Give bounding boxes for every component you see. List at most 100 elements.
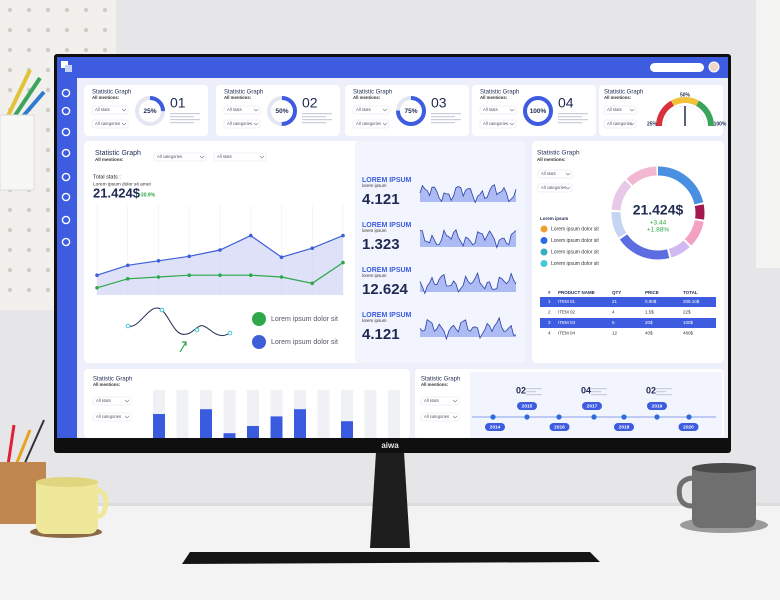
dropdown-label: All stats: [607, 107, 622, 112]
panel-subtitle: All mentions:: [93, 382, 121, 387]
sidebar-icon[interactable]: [61, 192, 71, 202]
sidebar-icon[interactable]: [61, 215, 71, 225]
donut-segment: [611, 166, 705, 260]
dropdown[interactable]: [479, 119, 517, 129]
stat-label: LOREM IPSUM: [362, 267, 412, 274]
table-row: [540, 318, 716, 328]
dropdown[interactable]: [223, 105, 261, 115]
bar: [247, 426, 259, 438]
card-subtitle: All mentions:: [92, 95, 120, 100]
dropdown[interactable]: [213, 152, 267, 162]
dropdown[interactable]: [603, 119, 637, 129]
legend-label: Lorem ipsum dolor sit: [551, 238, 599, 244]
card-subtitle: All mentions:: [353, 95, 381, 100]
table-cell: 4: [548, 331, 551, 336]
line-point: [156, 259, 161, 263]
sidebar-icon[interactable]: [61, 127, 71, 137]
hole: [45, 287, 51, 293]
sidebar-icon[interactable]: [61, 148, 71, 158]
donut-segment: [611, 166, 705, 260]
progress-arc: [267, 96, 297, 126]
dropdown[interactable]: [420, 396, 460, 406]
total-note: Lorem ipsum dolor sit amet: [93, 181, 152, 187]
hole: [45, 127, 51, 133]
dropdown[interactable]: [91, 105, 129, 115]
year-pill: [582, 402, 602, 410]
dropdown[interactable]: [92, 396, 132, 406]
bar: [223, 433, 236, 438]
hole: [45, 227, 51, 233]
hole: [7, 227, 13, 233]
dropdown-label: All categories: [424, 414, 449, 419]
legend-dot: [540, 225, 548, 233]
app-logo: [65, 65, 72, 72]
pencil-cup: [0, 69, 46, 191]
sparkline-area: [420, 184, 516, 203]
legend-dot: [252, 335, 266, 349]
stat-note: lorem ipsum: [362, 183, 387, 188]
hole: [83, 27, 89, 33]
dropdown[interactable]: [420, 412, 460, 422]
text-placeholder: [591, 394, 607, 396]
table-header: QTY: [612, 290, 621, 295]
table-header: PRICE: [645, 290, 659, 295]
card-title: Statistic Graph: [480, 90, 519, 96]
table-cell: ITEM 03: [558, 320, 576, 325]
dropdown[interactable]: [223, 119, 261, 129]
sparkline-area: [420, 317, 516, 339]
panel-subtitle: All mentions:: [95, 157, 124, 162]
sidebar-icon[interactable]: [61, 172, 71, 182]
dropdown-label: All stats: [227, 107, 242, 112]
dropdown-label: All stats: [541, 171, 556, 176]
dropdown[interactable]: [603, 105, 637, 115]
sidebar-icon[interactable]: [61, 88, 71, 98]
dropdown[interactable]: [352, 105, 390, 115]
card-title: Statistic Graph: [604, 90, 643, 96]
dropdown[interactable]: [479, 105, 517, 115]
dropdown-label: All stats: [96, 398, 111, 403]
hole: [26, 207, 32, 213]
dropdown[interactable]: [153, 152, 207, 162]
search-box[interactable]: [650, 63, 704, 72]
hole: [26, 267, 32, 273]
hole: [83, 47, 89, 53]
total-label: Total stats :: [93, 174, 121, 180]
line-point: [310, 281, 315, 286]
progress-arc: [523, 96, 553, 126]
panel-subtitle: All mentions:: [421, 382, 449, 387]
dropdown[interactable]: [537, 169, 573, 179]
line-point: [279, 275, 284, 279]
dropdown[interactable]: [537, 183, 573, 193]
legend-label: Lorem ipsum dolor sit: [551, 261, 599, 267]
bar-background: [176, 390, 189, 438]
dropdown-caret: [452, 399, 458, 403]
sidebar-icon[interactable]: [61, 237, 71, 247]
timeline-dot: [524, 414, 530, 420]
dropdown[interactable]: [91, 119, 129, 129]
app-logo: [61, 61, 68, 68]
sidebar-icons: [61, 88, 71, 247]
hole: [45, 87, 51, 93]
stat-value: 12.624: [362, 281, 409, 298]
bar: [153, 414, 165, 438]
avatar[interactable]: [708, 61, 720, 73]
dropdown-caret: [509, 122, 515, 126]
hole: [7, 27, 13, 33]
text-placeholder: [431, 119, 461, 121]
sidebar-icon[interactable]: [61, 106, 71, 116]
gauge-arc: [671, 97, 699, 106]
table-cell: 0.90$: [645, 299, 657, 304]
dropdown[interactable]: [92, 412, 132, 422]
year-pill: [678, 423, 699, 431]
line-point: [341, 260, 345, 265]
dropdown-caret: [565, 172, 571, 176]
dropdown[interactable]: [352, 119, 390, 129]
panel-title: Statistic Graph: [95, 150, 141, 157]
bar-background: [364, 390, 377, 438]
gauge-label: 25%: [647, 121, 658, 127]
table-cell: 1: [548, 299, 551, 304]
year-pill: [647, 402, 667, 410]
progress-label: 100%: [530, 108, 547, 115]
table-row: [540, 328, 716, 339]
stat-note: lorem ipsum: [362, 273, 387, 278]
